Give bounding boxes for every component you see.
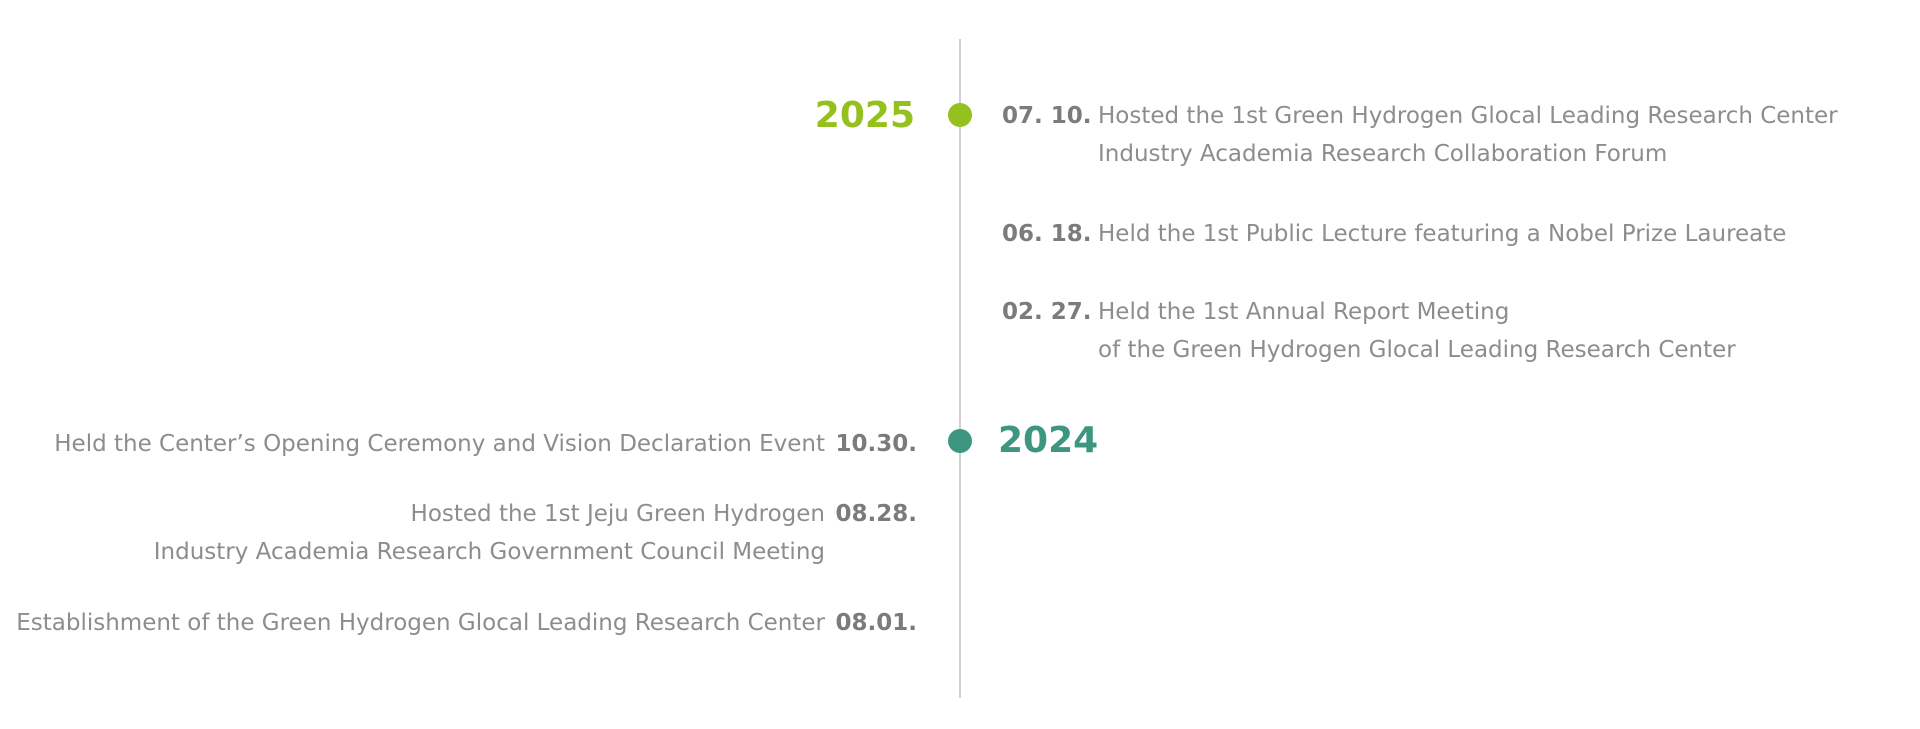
entry-text: Establishment of the Green Hydrogen Gloc… <box>16 610 825 636</box>
year-label: 2024 <box>998 420 1099 461</box>
entry-date: 08.01. <box>835 610 918 636</box>
entry-date: 06. 18. <box>1002 221 1092 247</box>
entry-text: Held the Center’s Opening Ceremony and V… <box>54 431 825 457</box>
year-dot <box>948 429 972 453</box>
entry-text: Held the 1st Annual Report Meeting <box>1098 299 1510 325</box>
year-label: 2025 <box>814 95 915 136</box>
entry-date: 08.28. <box>835 501 918 527</box>
year-dot <box>948 103 972 127</box>
entry-text: Industry Academia Research Collaboration… <box>1098 141 1668 167</box>
entry-date: 10.30. <box>835 431 918 457</box>
entry-text: of the Green Hydrogen Glocal Leading Res… <box>1098 337 1736 363</box>
entry-date: 02. 27. <box>1002 299 1092 325</box>
entry-text: Hosted the 1st Jeju Green Hydrogen <box>410 501 825 527</box>
entry-text: Hosted the 1st Green Hydrogen Glocal Lea… <box>1098 103 1838 129</box>
entry-text: Industry Academia Research Government Co… <box>153 539 825 565</box>
timeline-line <box>959 39 961 698</box>
entry-text: Held the 1st Public Lecture featuring a … <box>1098 221 1787 247</box>
entry-date: 07. 10. <box>1002 103 1092 129</box>
